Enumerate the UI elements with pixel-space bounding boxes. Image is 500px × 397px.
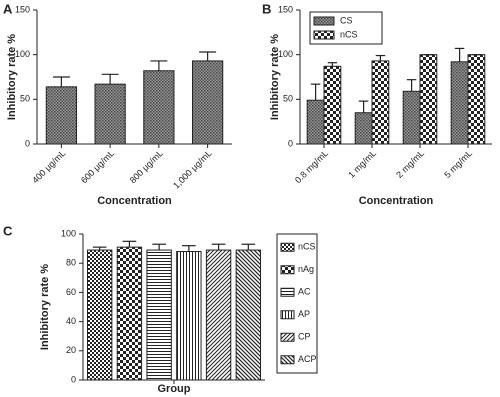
legend-label: nCS [340,29,358,39]
error-bar [310,83,321,101]
bar [143,70,175,145]
y-tick-label: 80 [66,258,76,268]
x-tick-label: 1,000 μg/mL [171,148,214,191]
bar [86,249,113,381]
panel-label: A [3,1,13,16]
legend-label: AP [298,309,310,319]
bar [205,249,232,381]
y-tick-label: 20 [66,345,76,355]
legend-swatch [280,242,295,252]
y-tick-label: 100 [61,228,76,238]
error-bar [375,54,386,61]
x-axis-title: Concentration [97,195,172,207]
legend-label: nAg [298,264,314,274]
bar [323,65,342,145]
error-bar [406,79,417,92]
bar [146,249,172,381]
x-axis-title: Group [158,383,191,395]
error-bar [101,73,119,85]
y-tick-label: 100 [278,49,293,59]
error-bar [454,47,465,62]
legend-swatch [280,355,295,365]
error-bar [358,100,369,113]
y-axis-title: Inhibitory rate % [269,34,281,120]
error-bar [150,60,168,71]
error-bar [327,62,338,67]
bar [176,251,202,381]
bar [354,112,373,145]
bar [116,246,143,381]
legend-swatch [280,265,295,275]
legend-swatch [280,287,295,297]
bar [235,249,262,381]
x-tick-label: 0.8 mg/mL [293,148,330,185]
y-tick-label: 50 [20,94,30,104]
bar [45,86,77,145]
legend-label: CS [340,15,353,25]
y-tick-label: 100 [15,49,30,59]
x-tick-label: 1 mg/mL [346,148,378,180]
legend-swatch [313,30,335,40]
error-bar [211,243,226,251]
y-tick-label: 0 [25,138,30,148]
legend-label: ACP [298,354,317,364]
legend-label: nCS [298,242,316,252]
y-axis-title: Inhibitory rate % [6,34,18,120]
y-tick-label: 50 [283,94,293,104]
x-tick-label: 2 mg/mL [394,148,426,180]
error-bar [92,246,107,251]
y-tick-label: 0 [288,138,293,148]
x-tick-label: 5 mg/mL [442,148,474,180]
legend-swatch [313,16,335,26]
panel-label: B [262,1,271,16]
y-tick-label: 150 [278,4,293,14]
panel-label: C [3,223,13,238]
error-bar [152,243,166,251]
y-tick-label: 40 [66,316,76,326]
error-bar [52,76,70,87]
legend-swatch [280,310,295,320]
error-bar [122,240,137,248]
x-tick-label: 800 μg/mL [128,148,165,185]
bar [192,60,224,145]
x-tick-label: 600 μg/mL [79,148,116,185]
x-axis-title: Concentration [359,195,434,207]
y-tick-label: 150 [15,4,30,14]
legend-label: CP [298,332,311,342]
bar [94,83,126,145]
y-axis-title: Inhibitory rate % [39,264,51,350]
error-bar [241,243,256,251]
legend-swatch [280,332,295,342]
legend-box [276,233,318,374]
legend-label: AC [298,287,311,297]
bar [467,54,486,145]
bar [450,61,469,145]
bar [306,99,325,145]
bar [419,54,438,145]
y-tick-label: 60 [66,287,76,297]
bar [371,60,390,145]
bar [402,90,421,145]
y-tick-label: 0 [71,374,76,384]
error-bar [199,51,217,61]
error-bar [182,245,196,252]
x-tick-label: 400 μg/mL [30,148,67,185]
